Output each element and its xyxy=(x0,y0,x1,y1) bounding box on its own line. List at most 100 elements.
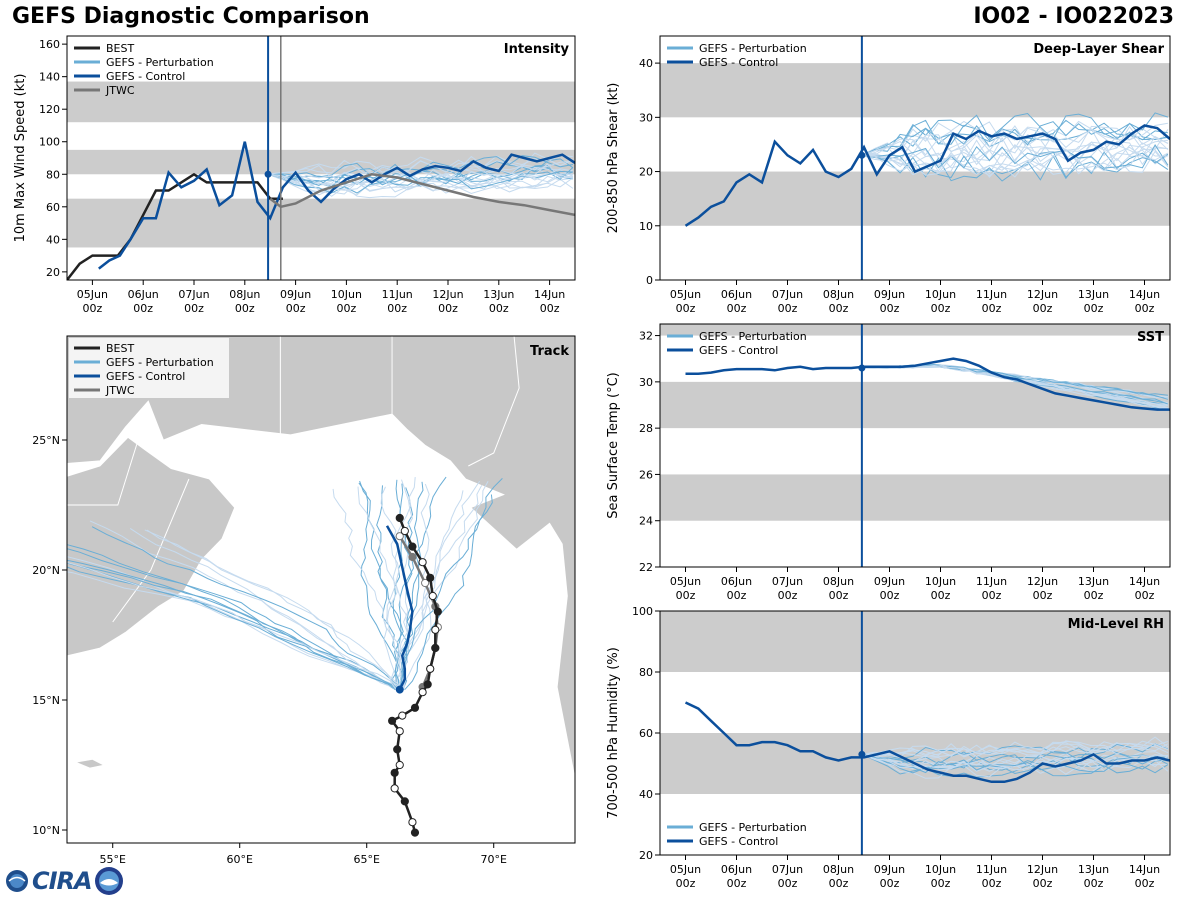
best-track-point xyxy=(428,591,437,601)
y-axis-label: Sea Surface Temp (°C) xyxy=(606,372,621,519)
land-india xyxy=(391,336,575,779)
x-tick-label: 11Jun xyxy=(382,288,413,301)
x-tick-label: 09Jun xyxy=(874,575,905,588)
reference-band xyxy=(67,81,575,123)
jtwc-track-point xyxy=(421,578,430,588)
x-tick-label: 00z xyxy=(931,589,951,602)
panel-title: SST xyxy=(1137,330,1164,345)
ensemble-member-line xyxy=(861,753,1169,774)
plot-area xyxy=(67,81,575,280)
ensemble-member-line xyxy=(861,742,1169,758)
y-tick-label: 100 xyxy=(632,605,653,618)
legend-label: GEFS - Perturbation xyxy=(106,56,214,69)
best-track-point xyxy=(395,727,404,736)
x-tick-label: 00z xyxy=(1084,589,1104,602)
x-tick-label: 00z xyxy=(540,302,560,315)
x-tick-label: 13Jun xyxy=(1078,575,1109,588)
x-tick-label: 00z xyxy=(83,302,103,315)
y-tick-label: 30 xyxy=(639,111,653,124)
x-tick-label: 09Jun xyxy=(280,288,311,301)
y-tick-label: 20 xyxy=(639,849,653,862)
best-track-point xyxy=(400,526,409,536)
init-point-marker xyxy=(858,750,866,758)
x-tick-label: 00z xyxy=(1033,302,1053,315)
init-point-marker xyxy=(858,151,866,159)
x-tick-label: 09Jun xyxy=(874,863,905,876)
rh-panel: 2040608010005Jun00z06Jun00z07Jun00z08Jun… xyxy=(606,605,1171,890)
panel-title: Intensity xyxy=(504,42,570,57)
x-tick-label: 00z xyxy=(880,302,900,315)
legend-label: JTWC xyxy=(105,84,135,97)
x-tick-label: 00z xyxy=(676,877,696,890)
jtwc-track-point xyxy=(408,552,417,562)
x-tick-label: 08Jun xyxy=(823,288,854,301)
x-tick-label: 00z xyxy=(829,877,849,890)
legend-label: GEFS - Perturbation xyxy=(699,821,807,834)
page-title: GEFS Diagnostic Comparison xyxy=(12,4,370,29)
lat-tick-label: 10°N xyxy=(32,824,60,837)
y-tick-label: 60 xyxy=(639,727,653,740)
x-tick-label: 12Jun xyxy=(1027,863,1058,876)
plot-frame xyxy=(659,323,1171,568)
x-tick-label: 00z xyxy=(880,589,900,602)
x-tick-label: 00z xyxy=(778,877,798,890)
best-track-point xyxy=(426,573,435,582)
x-tick-label: 12Jun xyxy=(1027,575,1058,588)
y-tick-label: 20 xyxy=(46,266,60,279)
x-tick-label: 00z xyxy=(727,302,747,315)
x-tick-label: 00z xyxy=(676,302,696,315)
jtwc-track-point xyxy=(395,532,404,541)
ensemble-track xyxy=(386,477,416,690)
plot-area xyxy=(660,611,1170,794)
y-tick-label: 160 xyxy=(39,38,60,51)
best-track-point xyxy=(426,664,435,673)
lon-tick-label: 70°E xyxy=(480,853,506,866)
ensemble-member-line xyxy=(861,741,1169,756)
storm-id-title: IO02 - IO022023 xyxy=(973,4,1174,29)
x-tick-label: 00z xyxy=(235,302,255,315)
best-track-point xyxy=(410,703,420,712)
y-tick-label: 80 xyxy=(46,168,60,181)
x-tick-label: 00z xyxy=(133,302,153,315)
shear-panel: 01020304005Jun00z06Jun00z07Jun00z08Jun00… xyxy=(606,35,1171,315)
plot-area xyxy=(660,63,1170,227)
ensemble-track xyxy=(91,526,404,690)
x-tick-label: 00z xyxy=(1084,877,1104,890)
x-tick-label: 00z xyxy=(387,302,407,315)
ensemble-member-line xyxy=(267,163,573,185)
ensemble-member-line xyxy=(861,753,1169,771)
reference-band xyxy=(660,611,1170,672)
best-track-point xyxy=(400,797,409,806)
ensemble-member-line xyxy=(268,160,573,179)
ensemble-member-line xyxy=(861,119,1168,156)
panel-title: Track xyxy=(530,344,569,359)
best-track-point xyxy=(431,643,440,653)
x-tick-label: 00z xyxy=(337,302,357,315)
x-tick-label: 00z xyxy=(727,589,747,602)
plot-frame xyxy=(659,35,1171,281)
x-tick-label: 07Jun xyxy=(772,288,803,301)
ensemble-member-line xyxy=(861,753,1168,775)
x-tick-label: 08Jun xyxy=(823,575,854,588)
noaa-seal-icon xyxy=(94,867,123,895)
best-track-point xyxy=(418,558,427,567)
ensemble-track xyxy=(380,486,404,690)
ensemble-member-line xyxy=(861,121,1168,156)
x-tick-label: 05Jun xyxy=(670,863,701,876)
y-tick-label: 40 xyxy=(639,788,653,801)
ensemble-member-line xyxy=(861,144,1169,169)
y-axis-label: 10m Max Wind Speed (kt) xyxy=(13,74,28,243)
intensity-panel: 2040608010012014016005Jun00z06Jun00z07Ju… xyxy=(13,35,576,315)
land-socotra xyxy=(77,759,103,768)
x-tick-label: 00z xyxy=(982,302,1002,315)
legend-label: BEST xyxy=(106,42,134,55)
plot-area xyxy=(660,324,1170,521)
ensemble-track xyxy=(67,561,397,691)
track-panel: 55°E 60°E 65°E 70°E10°N15°N20°N25°NBESTGEFS… xyxy=(32,335,576,866)
best-track-point xyxy=(423,680,432,689)
x-tick-label: 06Jun xyxy=(721,863,752,876)
x-tick-label: 00z xyxy=(1135,589,1155,602)
country-border xyxy=(67,439,139,506)
best-track-point xyxy=(408,818,417,827)
lat-tick-label: 25°N xyxy=(32,434,60,447)
